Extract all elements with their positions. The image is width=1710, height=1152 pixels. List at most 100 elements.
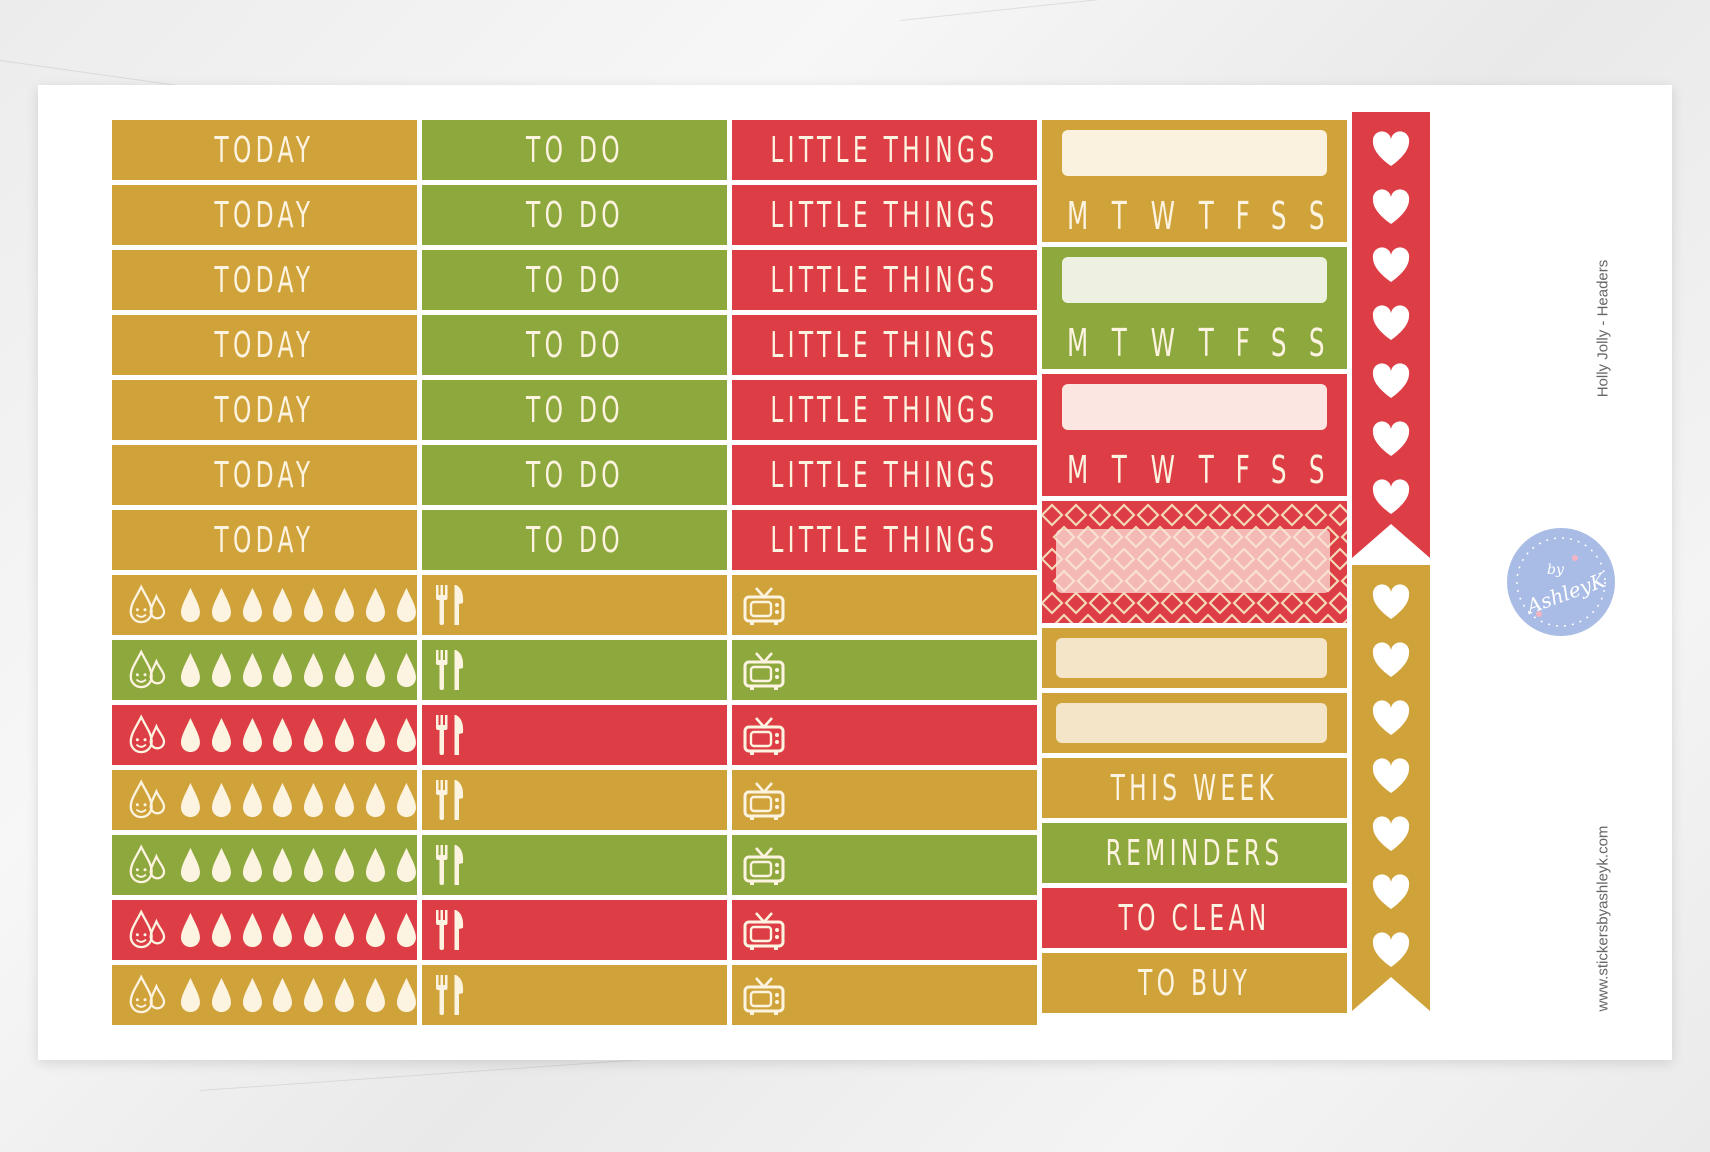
water-drop-icon[interactable] [180,846,201,884]
water-tracker-sticker[interactable] [112,575,417,635]
water-drop-icon[interactable] [180,586,201,624]
blank-box-sticker[interactable] [1042,693,1347,753]
water-drop-icon[interactable] [272,716,293,754]
meal-tracker-sticker[interactable] [422,835,727,895]
water-tracker-sticker[interactable] [112,705,417,765]
water-drop-icon[interactable] [272,911,293,949]
today-sticker[interactable]: TODAY [112,445,417,505]
water-drop-icon[interactable] [180,976,201,1014]
water-drop-icon[interactable] [396,586,417,624]
water-drop-icon[interactable] [180,911,201,949]
header-sticker[interactable]: TO CLEAN [1042,888,1347,948]
tv-tracker-sticker[interactable] [732,705,1037,765]
todo-sticker[interactable]: TO DO [422,315,727,375]
write-in-box[interactable] [1062,130,1327,176]
meal-tracker-sticker[interactable] [422,575,727,635]
meal-tracker-sticker[interactable] [422,965,727,1025]
water-drop-icon[interactable] [303,846,324,884]
tv-tracker-sticker[interactable] [732,835,1037,895]
little-sticker[interactable]: LITTLE THINGS [732,185,1037,245]
water-drop-icon[interactable] [180,781,201,819]
header-sticker[interactable]: TO BUY [1042,953,1347,1013]
write-in-box[interactable] [1062,257,1327,303]
water-drop-icon[interactable] [211,781,232,819]
water-drop-icon[interactable] [211,846,232,884]
tv-tracker-sticker[interactable] [732,640,1037,700]
water-drop-icon[interactable] [242,976,263,1014]
water-drop-icon[interactable] [211,911,232,949]
write-in-box[interactable] [1056,703,1327,743]
water-drop-icon[interactable] [396,781,417,819]
water-drop-icon[interactable] [272,651,293,689]
water-drop-icon[interactable] [365,846,386,884]
water-drop-icon[interactable] [242,586,263,624]
water-drop-icon[interactable] [334,781,355,819]
meal-tracker-sticker[interactable] [422,900,727,960]
little-sticker[interactable]: LITTLE THINGS [732,510,1037,570]
water-drop-icon[interactable] [303,586,324,624]
write-in-box[interactable] [1056,638,1327,678]
patterned-box-sticker[interactable] [1042,501,1347,623]
header-sticker[interactable]: THIS WEEK [1042,758,1347,818]
water-drop-icon[interactable] [180,651,201,689]
water-drop-icon[interactable] [334,976,355,1014]
meal-tracker-sticker[interactable] [422,705,727,765]
little-sticker[interactable]: LITTLE THINGS [732,120,1037,180]
water-drop-icon[interactable] [396,911,417,949]
water-drop-icon[interactable] [242,781,263,819]
water-tracker-sticker[interactable] [112,835,417,895]
today-sticker[interactable]: TODAY [112,510,417,570]
water-drop-icon[interactable] [365,911,386,949]
meal-tracker-sticker[interactable] [422,770,727,830]
water-drop-icon[interactable] [365,976,386,1014]
water-drop-icon[interactable] [303,911,324,949]
todo-sticker[interactable]: TO DO [422,380,727,440]
water-tracker-sticker[interactable] [112,965,417,1025]
water-drop-icon[interactable] [272,586,293,624]
water-drop-icon[interactable] [334,911,355,949]
little-sticker[interactable]: LITTLE THINGS [732,315,1037,375]
today-sticker[interactable]: TODAY [112,380,417,440]
tv-tracker-sticker[interactable] [732,900,1037,960]
water-tracker-sticker[interactable] [112,770,417,830]
header-sticker[interactable]: REMINDERS [1042,823,1347,883]
today-sticker[interactable]: TODAY [112,315,417,375]
little-sticker[interactable]: LITTLE THINGS [732,250,1037,310]
water-drop-icon[interactable] [211,976,232,1014]
water-drop-icon[interactable] [303,651,324,689]
water-drop-icon[interactable] [334,716,355,754]
tv-tracker-sticker[interactable] [732,770,1037,830]
water-drop-icon[interactable] [180,716,201,754]
water-drop-icon[interactable] [396,846,417,884]
water-drop-icon[interactable] [396,716,417,754]
tv-tracker-sticker[interactable] [732,965,1037,1025]
water-drop-icon[interactable] [365,651,386,689]
little-sticker[interactable]: LITTLE THINGS [732,380,1037,440]
water-drop-icon[interactable] [365,781,386,819]
water-drop-icon[interactable] [334,846,355,884]
water-drop-icon[interactable] [334,586,355,624]
water-drop-icon[interactable] [365,586,386,624]
today-sticker[interactable]: TODAY [112,250,417,310]
todo-sticker[interactable]: TO DO [422,250,727,310]
water-drop-icon[interactable] [365,716,386,754]
write-in-box[interactable] [1062,384,1327,430]
water-drop-icon[interactable] [242,651,263,689]
todo-sticker[interactable]: TO DO [422,185,727,245]
water-drop-icon[interactable] [303,781,324,819]
water-drop-icon[interactable] [272,846,293,884]
water-drop-icon[interactable] [396,651,417,689]
water-drop-icon[interactable] [272,781,293,819]
today-sticker[interactable]: TODAY [112,185,417,245]
water-tracker-sticker[interactable] [112,640,417,700]
water-drop-icon[interactable] [303,716,324,754]
water-drop-icon[interactable] [211,586,232,624]
heart-flag-red[interactable] [1352,112,1430,558]
water-drop-icon[interactable] [396,976,417,1014]
todo-sticker[interactable]: TO DO [422,120,727,180]
meal-tracker-sticker[interactable] [422,640,727,700]
blank-box-sticker[interactable] [1042,628,1347,688]
